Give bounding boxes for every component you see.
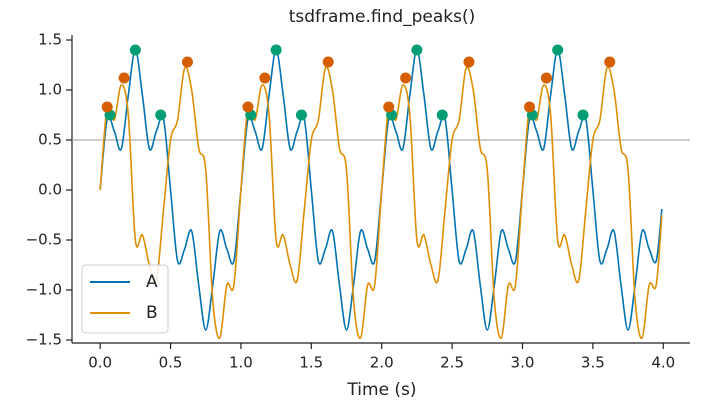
x-tick-label: 2.5	[440, 354, 464, 372]
peak-marker	[270, 44, 282, 56]
peak-marker	[242, 101, 254, 113]
x-tick-label: 1.0	[229, 354, 253, 372]
peak-marker	[118, 72, 130, 84]
peak-marker	[524, 101, 536, 113]
x-tick-label: 0.0	[88, 354, 112, 372]
y-tick-label: −0.5	[26, 231, 62, 249]
peak-marker	[155, 109, 167, 121]
peak-marker	[383, 101, 395, 113]
y-tick-label: −1.0	[26, 281, 62, 299]
peak-marker	[322, 56, 334, 68]
x-tick-label: 1.5	[299, 354, 323, 372]
peak-marker	[604, 56, 616, 68]
peak-marker	[540, 72, 552, 84]
peak-marker	[129, 44, 141, 56]
x-tick-label: 4.0	[651, 354, 675, 372]
x-tick-label: 0.5	[159, 354, 183, 372]
peak-marker	[436, 109, 448, 121]
legend-label: B	[146, 303, 158, 323]
legend-label: A	[146, 272, 158, 292]
x-axis-label: Time (s)	[346, 380, 416, 400]
chart-title: tsdframe.find_peaks()	[289, 7, 476, 27]
peak-marker	[411, 44, 423, 56]
peak-marker	[463, 56, 475, 68]
y-tick-label: 0.0	[38, 181, 62, 199]
y-tick-label: −1.5	[26, 331, 62, 349]
peak-marker	[400, 72, 412, 84]
x-tick-label: 2.0	[370, 354, 394, 372]
x-tick-label: 3.5	[581, 354, 605, 372]
peak-marker	[181, 56, 193, 68]
x-tick-label: 3.0	[511, 354, 535, 372]
peak-marker	[101, 101, 113, 113]
y-tick-label: 1.5	[38, 31, 62, 49]
peak-marker	[295, 109, 307, 121]
line-series	[99, 66, 663, 340]
peak-marker	[552, 44, 564, 56]
y-tick-label: 1.0	[38, 81, 62, 99]
peak-marker	[259, 72, 271, 84]
y-tick-label: 0.5	[38, 131, 62, 149]
peak-marker	[577, 109, 589, 121]
